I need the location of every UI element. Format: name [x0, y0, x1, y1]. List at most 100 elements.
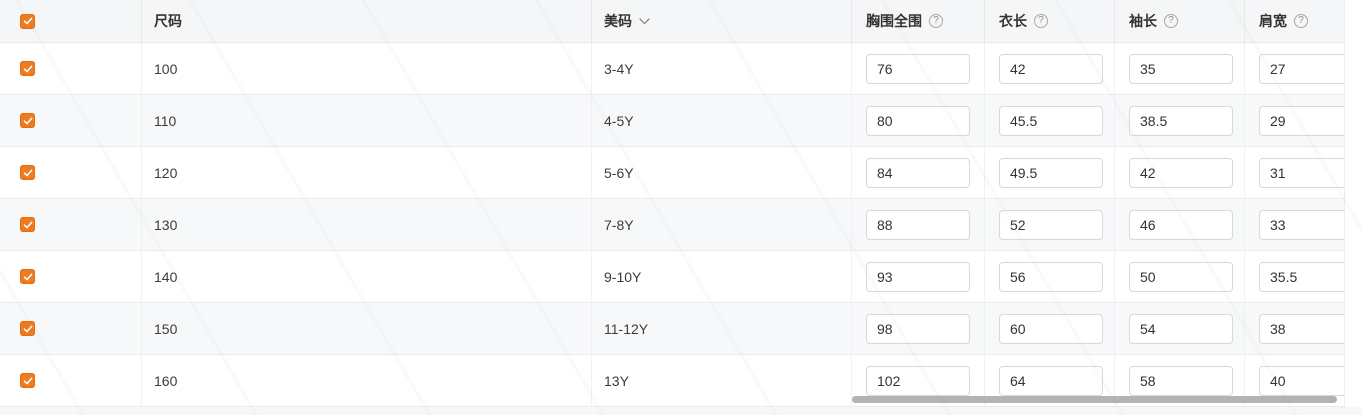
check-icon: [23, 221, 32, 228]
size-value: 160: [154, 372, 178, 389]
chest-girth-column-label: 胸围全围: [866, 13, 922, 29]
row-cell-chest-girth: [852, 355, 985, 406]
row-checkbox[interactable]: [20, 217, 35, 232]
check-icon: [23, 273, 32, 280]
check-icon: [23, 117, 32, 124]
check-icon: [23, 169, 32, 176]
shoulder-width-input[interactable]: [1259, 365, 1344, 396]
sleeve-length-input[interactable]: [1129, 313, 1233, 344]
shoulder-width-input[interactable]: [1259, 261, 1344, 292]
garment-length-input[interactable]: [999, 157, 1103, 188]
row-checkbox[interactable]: [20, 61, 35, 76]
sleeve-length-input[interactable]: [1129, 53, 1233, 84]
shoulder-width-input[interactable]: [1259, 105, 1344, 136]
header-cell-shoulder-width: 肩宽 ?: [1245, 0, 1344, 42]
table-row: 130 7-8Y: [0, 199, 1344, 251]
row-checkbox[interactable]: [20, 165, 35, 180]
row-cell-chest-girth: [852, 251, 985, 302]
table-header-row: 尺码 美码 胸围全围 ? 衣长 ? 袖长 ?: [0, 0, 1344, 43]
chevron-down-icon[interactable]: [639, 17, 650, 25]
row-cell-us-size: 11-12Y: [592, 303, 852, 354]
horizontal-scrollbar-thumb[interactable]: [852, 396, 1337, 403]
us-size-column-label: 美码: [604, 13, 632, 29]
size-column-label: 尺码: [154, 13, 182, 29]
row-cell-size: 100: [142, 43, 592, 94]
check-icon: [23, 65, 32, 72]
row-cell-us-size: 7-8Y: [592, 199, 852, 250]
row-cell-chest-girth: [852, 199, 985, 250]
garment-length-input[interactable]: [999, 105, 1103, 136]
row-checkbox[interactable]: [20, 321, 35, 336]
question-circle-icon[interactable]: ?: [1034, 14, 1048, 28]
row-checkbox[interactable]: [20, 113, 35, 128]
row-cell-sleeve-length: [1115, 303, 1245, 354]
row-cell-size: 140: [142, 251, 592, 302]
row-cell-us-size: 3-4Y: [592, 43, 852, 94]
row-cell-select: [0, 303, 142, 354]
garment-length-input[interactable]: [999, 261, 1103, 292]
table-row: 160 13Y: [0, 355, 1344, 407]
sleeve-length-input[interactable]: [1129, 261, 1233, 292]
row-cell-us-size: 4-5Y: [592, 95, 852, 146]
sleeve-length-input[interactable]: [1129, 105, 1233, 136]
row-cell-chest-girth: [852, 95, 985, 146]
sleeve-length-input[interactable]: [1129, 157, 1233, 188]
chest-girth-input[interactable]: [866, 209, 970, 240]
row-cell-garment-length: [985, 43, 1115, 94]
sleeve-length-input[interactable]: [1129, 365, 1233, 396]
us-size-value: 5-6Y: [604, 164, 634, 181]
row-cell-shoulder-width: [1245, 303, 1344, 354]
shoulder-width-input[interactable]: [1259, 209, 1344, 240]
row-cell-sleeve-length: [1115, 43, 1245, 94]
row-cell-size: 110: [142, 95, 592, 146]
chest-girth-input[interactable]: [866, 157, 970, 188]
row-cell-shoulder-width: [1245, 95, 1344, 146]
question-circle-icon[interactable]: ?: [929, 14, 943, 28]
row-cell-size: 150: [142, 303, 592, 354]
row-cell-garment-length: [985, 251, 1115, 302]
check-icon: [23, 17, 32, 25]
row-checkbox[interactable]: [20, 269, 35, 284]
question-circle-icon[interactable]: ?: [1294, 14, 1308, 28]
table-row: 110 4-5Y: [0, 95, 1344, 147]
row-cell-chest-girth: [852, 303, 985, 354]
row-cell-select: [0, 251, 142, 302]
table-row: 140 9-10Y: [0, 251, 1344, 303]
table-row: 120 5-6Y: [0, 147, 1344, 199]
garment-length-input[interactable]: [999, 209, 1103, 240]
row-cell-sleeve-length: [1115, 199, 1245, 250]
garment-length-input[interactable]: [999, 313, 1103, 344]
table-body: 100 3-4Y 110 4-5Y: [0, 43, 1344, 407]
row-cell-select: [0, 199, 142, 250]
chest-girth-input[interactable]: [866, 365, 970, 396]
row-cell-shoulder-width: [1245, 355, 1344, 406]
chest-girth-input[interactable]: [866, 313, 970, 344]
row-cell-select: [0, 95, 142, 146]
garment-length-input[interactable]: [999, 53, 1103, 84]
row-cell-size: 120: [142, 147, 592, 198]
shoulder-width-input[interactable]: [1259, 157, 1344, 188]
us-size-value: 11-12Y: [604, 320, 649, 337]
us-size-value: 4-5Y: [604, 112, 634, 129]
row-cell-garment-length: [985, 303, 1115, 354]
garment-length-input[interactable]: [999, 365, 1103, 396]
sleeve-length-input[interactable]: [1129, 209, 1233, 240]
chest-girth-input[interactable]: [866, 261, 970, 292]
select-all-checkbox[interactable]: [20, 13, 35, 29]
table-row: 100 3-4Y: [0, 43, 1344, 95]
row-cell-select: [0, 147, 142, 198]
question-circle-icon[interactable]: ?: [1164, 14, 1178, 28]
row-cell-garment-length: [985, 95, 1115, 146]
shoulder-width-input[interactable]: [1259, 313, 1344, 344]
row-cell-shoulder-width: [1245, 43, 1344, 94]
sleeve-length-column-label: 袖长: [1129, 13, 1157, 29]
us-size-value: 3-4Y: [604, 60, 634, 77]
shoulder-width-input[interactable]: [1259, 53, 1344, 84]
us-size-value: 7-8Y: [604, 216, 634, 233]
chest-girth-input[interactable]: [866, 53, 970, 84]
row-checkbox[interactable]: [20, 373, 35, 388]
table-row: 150 11-12Y: [0, 303, 1344, 355]
chest-girth-input[interactable]: [866, 105, 970, 136]
row-cell-shoulder-width: [1245, 251, 1344, 302]
us-size-value: 13Y: [604, 372, 629, 389]
